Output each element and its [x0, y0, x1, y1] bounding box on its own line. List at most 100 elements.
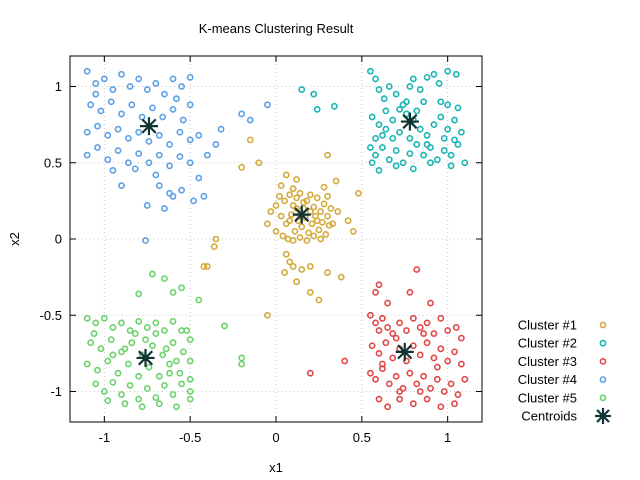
- data-point: [217, 125, 225, 133]
- data-point: [379, 131, 386, 139]
- data-point: [238, 110, 246, 118]
- data-point: [186, 136, 194, 144]
- data-point: [94, 366, 101, 374]
- data-point: [437, 314, 445, 322]
- data-point: [83, 151, 91, 159]
- data-point: [310, 232, 318, 240]
- data-point: [291, 227, 299, 235]
- data-point: [166, 369, 173, 377]
- data-point: [315, 296, 323, 304]
- data-point: [190, 197, 197, 205]
- data-point: [195, 296, 203, 304]
- data-point: [238, 360, 246, 368]
- data-point: [186, 375, 194, 383]
- data-point: [264, 311, 271, 319]
- data-point: [399, 159, 407, 167]
- data-point: [212, 235, 220, 243]
- data-point: [409, 400, 417, 408]
- data-point: [423, 141, 431, 148]
- data-point: [315, 226, 323, 234]
- data-point: [451, 116, 458, 124]
- data-point: [169, 317, 177, 325]
- data-point: [155, 400, 163, 408]
- data-point: [277, 182, 285, 190]
- data-point: [440, 134, 448, 142]
- x-tick-label: 0: [272, 430, 279, 445]
- data-point: [454, 391, 462, 398]
- data-point: [447, 380, 455, 388]
- data-point: [440, 147, 448, 154]
- data-points: [83, 67, 469, 411]
- data-point: [118, 182, 125, 190]
- data-point: [169, 105, 177, 113]
- data-point: [406, 150, 414, 157]
- data-point: [109, 378, 117, 386]
- data-point: [368, 113, 376, 121]
- data-point: [131, 165, 139, 173]
- data-point: [92, 319, 100, 327]
- data-point: [433, 156, 441, 164]
- data-point: [310, 203, 318, 211]
- data-point: [169, 288, 177, 296]
- x-tick-label: -1: [99, 430, 111, 445]
- data-point: [380, 95, 388, 103]
- data-point: [372, 134, 379, 142]
- data-point: [178, 83, 185, 90]
- data-point: [416, 351, 424, 359]
- data-point: [83, 67, 91, 75]
- data-point: [368, 342, 376, 350]
- data-point: [145, 159, 153, 167]
- data-point: [413, 266, 421, 273]
- data-point: [392, 90, 400, 98]
- data-point: [298, 223, 306, 231]
- data-point: [104, 156, 112, 164]
- data-point: [155, 151, 163, 159]
- data-point: [124, 134, 132, 142]
- data-point: [437, 345, 445, 353]
- data-point: [166, 162, 173, 170]
- data-point: [169, 192, 177, 200]
- data-point: [203, 263, 211, 270]
- data-point: [152, 394, 160, 401]
- data-point: [282, 250, 290, 258]
- data-point: [389, 330, 397, 337]
- data-point: [104, 397, 112, 405]
- data-point: [264, 220, 271, 228]
- data-point: [416, 125, 424, 133]
- data-point: [159, 113, 167, 121]
- data-point: [152, 171, 160, 179]
- legend-item: Cluster #5: [518, 390, 607, 405]
- data-point: [124, 159, 132, 167]
- data-point: [143, 385, 151, 392]
- data-point: [457, 128, 465, 136]
- data-point: [173, 403, 180, 411]
- data-point: [87, 101, 94, 109]
- data-point: [406, 369, 414, 377]
- data-point: [444, 125, 452, 133]
- data-point: [349, 227, 357, 235]
- data-point: [385, 156, 393, 164]
- data-point: [420, 151, 428, 159]
- data-point: [173, 357, 180, 365]
- data-point: [183, 327, 191, 334]
- data-point: [186, 101, 194, 109]
- centroid-point: [139, 117, 158, 136]
- data-point: [379, 314, 386, 322]
- data-point: [332, 177, 340, 185]
- series-cluster-1: [200, 136, 362, 319]
- data-point: [406, 288, 414, 296]
- data-point: [396, 128, 403, 136]
- data-point: [109, 351, 117, 359]
- data-point: [200, 192, 208, 200]
- data-point: [121, 345, 129, 353]
- data-point: [178, 380, 185, 388]
- data-point: [457, 334, 465, 342]
- data-point: [389, 116, 397, 124]
- data-point: [403, 327, 410, 334]
- data-point: [375, 166, 383, 174]
- data-point: [368, 159, 376, 167]
- data-point: [296, 189, 304, 197]
- data-point: [423, 131, 431, 139]
- data-point: [372, 75, 379, 83]
